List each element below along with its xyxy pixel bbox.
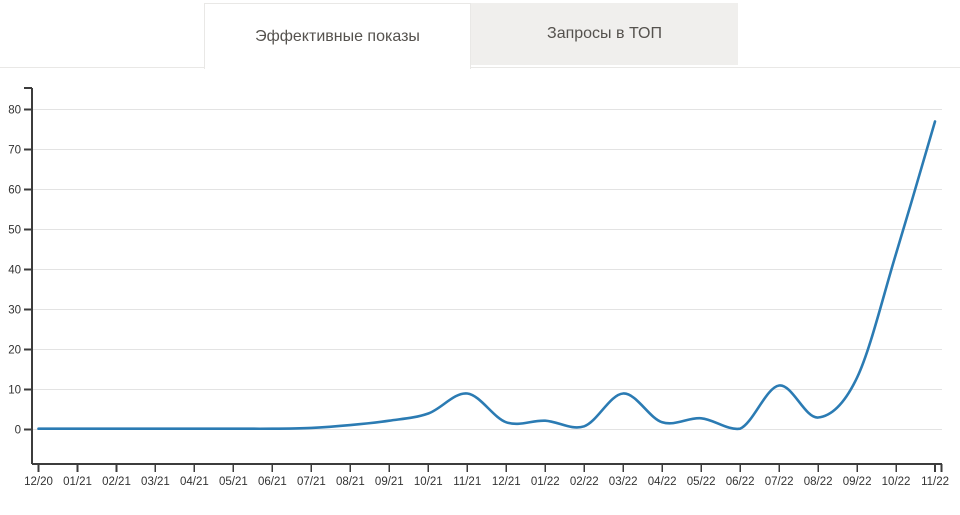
x-axis-label: 05/22 (687, 476, 716, 488)
data-line (37, 120, 937, 431)
x-axis-label: 10/22 (882, 476, 911, 488)
x-axis-label: 11/22 (921, 476, 949, 488)
x-axis-label: 02/21 (102, 476, 131, 488)
tab-effective-impressions-label: Эффективные показы (255, 27, 420, 45)
tab-queries-in-top[interactable]: Запросы в ТОП (471, 3, 738, 65)
x-axis-label: 02/22 (570, 476, 599, 488)
y-axis-label: 80 (8, 105, 21, 117)
y-axis-label: 20 (8, 345, 21, 357)
x-axis-label: 04/21 (180, 476, 209, 488)
x-axis-label: 06/22 (726, 476, 755, 488)
x-axis-label: 08/21 (336, 476, 365, 488)
chart-area: 0 10 20 30 40 50 60 70 80 12/20 01/21 02/21 03/21 04/… (0, 80, 960, 510)
x-axis-label: 03/22 (609, 476, 638, 488)
x-axis-label: 07/21 (297, 476, 326, 488)
x-axis-label: 08/22 (804, 476, 833, 488)
x-axis-label: 01/22 (531, 476, 560, 488)
x-axis-label: 05/21 (219, 476, 248, 488)
y-axis-label: 0 (15, 425, 21, 437)
x-axis-label: 11/21 (453, 476, 481, 488)
x-axis-label: 09/21 (375, 476, 404, 488)
line-chart-svg: 0 10 20 30 40 50 60 70 80 12/20 01/21 02/21 03/21 04/… (8, 87, 949, 488)
x-axis-label: 09/22 (843, 476, 872, 488)
y-axis-label: 70 (8, 145, 21, 157)
x-axis-label: 12/20 (24, 476, 53, 488)
y-axis-label: 50 (8, 225, 21, 237)
x-axis-label: 01/21 (63, 476, 92, 488)
x-axis-label: 07/22 (765, 476, 794, 488)
x-axis-label: 12/21 (492, 476, 521, 488)
y-axis-label: 10 (8, 385, 21, 397)
x-axis-label: 06/21 (258, 476, 287, 488)
y-axis-label: 40 (8, 265, 21, 277)
x-axis-label: 04/22 (648, 476, 677, 488)
tab-bar: Эффективные показы Запросы в ТОП (0, 0, 960, 69)
tab-effective-impressions[interactable]: Эффективные показы (204, 3, 471, 69)
tab-queries-in-top-label: Запросы в ТОП (547, 25, 662, 42)
x-axis-label: 10/21 (414, 476, 443, 488)
x-axis-label: 03/21 (141, 476, 170, 488)
y-axis-label: 60 (8, 185, 21, 197)
y-axis-label: 30 (8, 305, 21, 317)
